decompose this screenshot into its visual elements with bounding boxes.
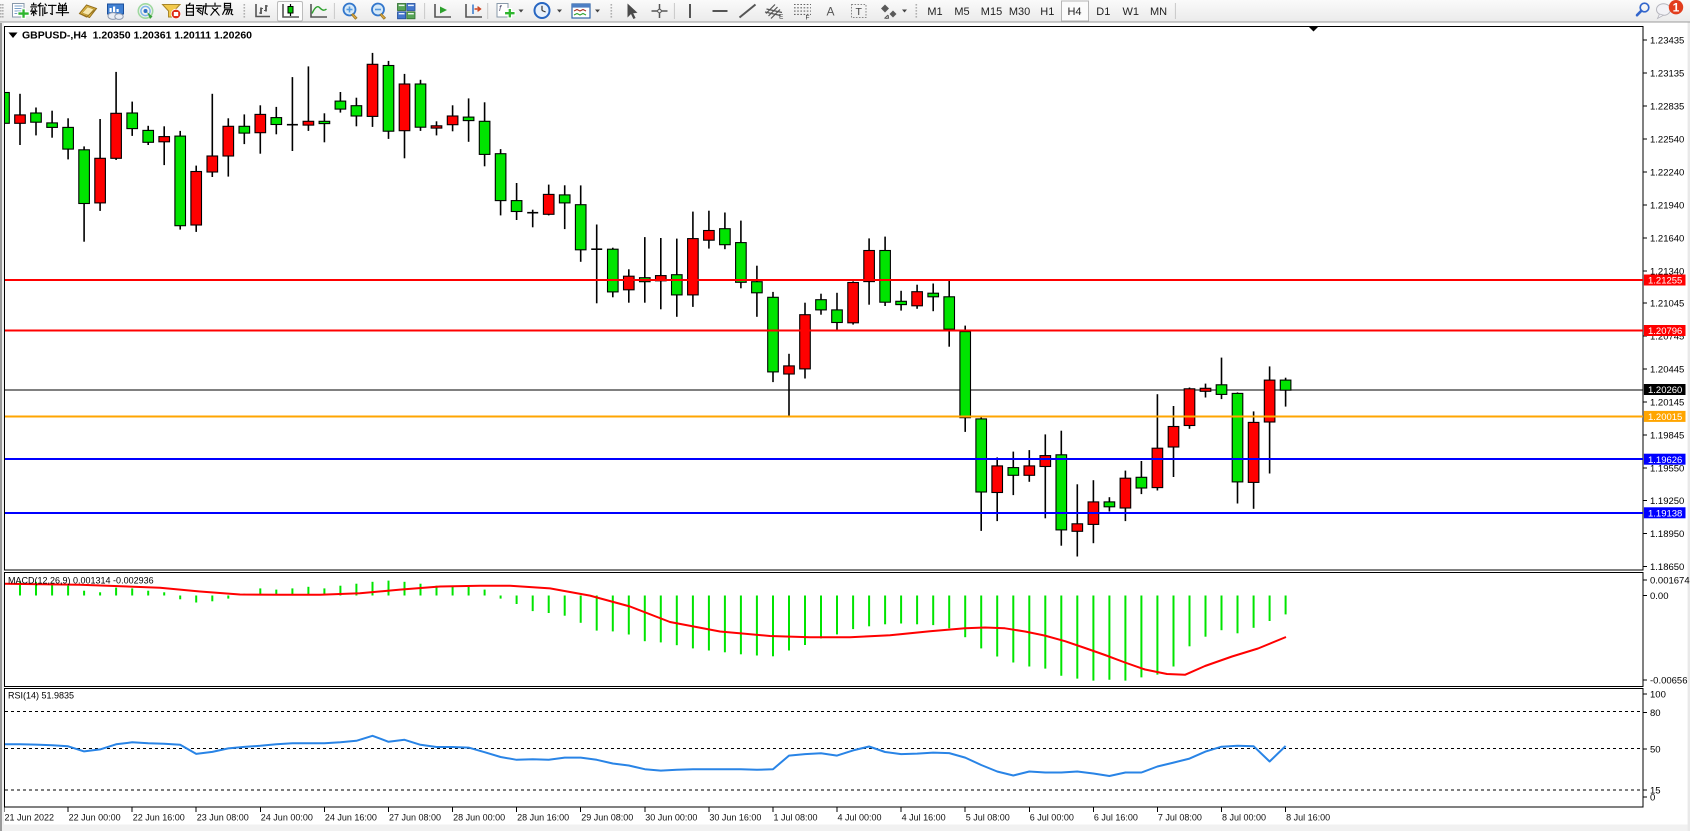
svg-text:24 Jun 00:00: 24 Jun 00:00: [261, 813, 313, 823]
svg-text:24 Jun 16:00: 24 Jun 16:00: [325, 813, 377, 823]
svg-text:50: 50: [1650, 745, 1661, 756]
svg-text:7 Jul 08:00: 7 Jul 08:00: [1158, 813, 1202, 823]
svg-text:21 Jun 2022: 21 Jun 2022: [5, 813, 55, 823]
svg-text:0.001674: 0.001674: [1650, 576, 1690, 587]
svg-text:30 Jun 00:00: 30 Jun 00:00: [645, 813, 697, 823]
svg-text:1.18650: 1.18650: [1650, 562, 1684, 573]
svg-text:1.20796: 1.20796: [1648, 326, 1682, 337]
svg-text:28 Jun 00:00: 28 Jun 00:00: [453, 813, 505, 823]
svg-text:T: T: [856, 6, 863, 18]
svg-text:E: E: [779, 14, 784, 21]
svg-text:1.19626: 1.19626: [1648, 455, 1682, 466]
svg-text:D1: D1: [1096, 6, 1110, 18]
svg-text:1.19845: 1.19845: [1650, 431, 1684, 442]
svg-text:-0.00656: -0.00656: [1650, 676, 1688, 687]
svg-text:H4: H4: [1067, 6, 1081, 18]
svg-text:100: 100: [1650, 690, 1666, 701]
svg-text:F: F: [806, 15, 810, 22]
svg-text:1.20745: 1.20745: [1650, 332, 1684, 343]
svg-text:5 Jul 08:00: 5 Jul 08:00: [966, 813, 1010, 823]
svg-text:1.22540: 1.22540: [1650, 135, 1684, 146]
svg-text:1.20145: 1.20145: [1650, 398, 1684, 409]
svg-text:f: f: [499, 4, 502, 13]
svg-text:1.22240: 1.22240: [1650, 168, 1684, 179]
svg-text:M5: M5: [954, 6, 969, 18]
svg-text:A: A: [827, 5, 835, 19]
svg-text:H1: H1: [1040, 6, 1054, 18]
svg-text:1.19250: 1.19250: [1650, 496, 1684, 507]
svg-text:1.21940: 1.21940: [1650, 201, 1684, 212]
svg-text:1.21640: 1.21640: [1650, 234, 1684, 245]
svg-text:1.18950: 1.18950: [1650, 529, 1684, 540]
svg-text:1.20445: 1.20445: [1650, 365, 1684, 376]
svg-text:27 Jun 08:00: 27 Jun 08:00: [389, 813, 441, 823]
svg-text:22 Jun 16:00: 22 Jun 16:00: [133, 813, 185, 823]
svg-text:8 Jul 00:00: 8 Jul 00:00: [1222, 813, 1266, 823]
svg-text:8 Jul 16:00: 8 Jul 16:00: [1286, 813, 1330, 823]
svg-text:MN: MN: [1150, 6, 1167, 18]
svg-text:30 Jun 16:00: 30 Jun 16:00: [709, 813, 761, 823]
svg-text:4 Jul 16:00: 4 Jul 16:00: [902, 813, 946, 823]
svg-text:1: 1: [1673, 1, 1680, 15]
svg-text:M1: M1: [927, 6, 942, 18]
svg-text:4 Jul 00:00: 4 Jul 00:00: [838, 813, 882, 823]
svg-text:80: 80: [1650, 708, 1661, 719]
svg-text:28 Jun 16:00: 28 Jun 16:00: [517, 813, 569, 823]
svg-text:22 Jun 00:00: 22 Jun 00:00: [69, 813, 121, 823]
svg-text:1.19138: 1.19138: [1648, 508, 1682, 519]
svg-text:1.23435: 1.23435: [1650, 36, 1684, 47]
svg-text:23 Jun 08:00: 23 Jun 08:00: [197, 813, 249, 823]
svg-text:RSI(14) 51.9835: RSI(14) 51.9835: [8, 691, 74, 701]
svg-text:M15: M15: [981, 6, 1002, 18]
svg-text:1.23135: 1.23135: [1650, 69, 1684, 80]
svg-text:M30: M30: [1009, 6, 1030, 18]
svg-text:6 Jul 16:00: 6 Jul 16:00: [1094, 813, 1138, 823]
svg-text:29 Jun 08:00: 29 Jun 08:00: [581, 813, 633, 823]
svg-text:1.20260: 1.20260: [1648, 385, 1682, 396]
svg-text:MACD(12,26,9) 0.001314 -0.0029: MACD(12,26,9) 0.001314 -0.002936: [8, 576, 154, 586]
svg-text:1.21045: 1.21045: [1650, 299, 1684, 310]
svg-text:0.00: 0.00: [1650, 591, 1669, 602]
svg-text:1 Jul 08:00: 1 Jul 08:00: [774, 813, 818, 823]
svg-text:W1: W1: [1123, 6, 1140, 18]
svg-text:1.21255: 1.21255: [1648, 276, 1682, 287]
svg-text:1.20015: 1.20015: [1648, 412, 1682, 423]
svg-text:1.21340: 1.21340: [1650, 267, 1684, 278]
svg-text:6 Jul 00:00: 6 Jul 00:00: [1030, 813, 1074, 823]
svg-text:0: 0: [1650, 793, 1655, 804]
svg-text:1.19550: 1.19550: [1650, 464, 1684, 475]
svg-text:GBPUSD-,H4 1.20350 1.20361 1.: GBPUSD-,H4 1.20350 1.20361 1.20111 1.202…: [22, 30, 252, 42]
svg-text:15: 15: [1650, 785, 1661, 796]
svg-text:1.22835: 1.22835: [1650, 102, 1684, 113]
